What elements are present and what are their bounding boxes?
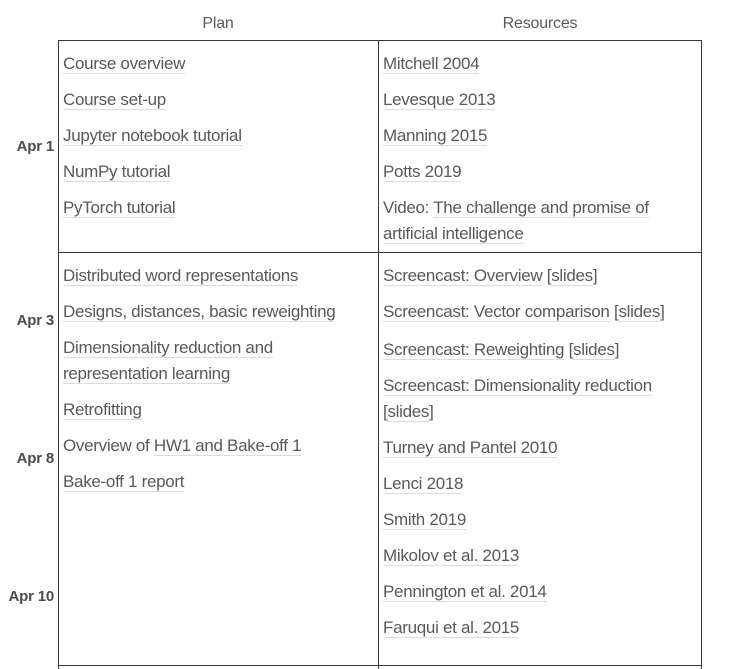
schedule-table: Plan Resources Apr 1 Course overview Cour… [0, 0, 702, 669]
schedule-link[interactable]: The challenge and promise of artificial … [383, 198, 649, 244]
plan-cell-next-row [58, 665, 378, 669]
schedule-item: Video: The challenge and promise of arti… [383, 195, 695, 247]
date-gutter: Apr 3 Apr 8 Apr 10 [0, 252, 58, 665]
column-header-plan: Plan [202, 14, 234, 32]
schedule-item: Manning 2015 [383, 123, 695, 149]
schedule-item: PyTorch tutorial [63, 195, 372, 221]
schedule-item: Turney and Pantel 2010 [383, 435, 695, 461]
schedule-link[interactable]: Retrofitting [63, 400, 142, 420]
item-text: ] [614, 340, 620, 359]
date-gutter: Apr 1 [0, 40, 58, 252]
schedule-link[interactable]: Jupyter notebook tutorial [63, 126, 242, 146]
schedule-item: Jupyter notebook tutorial [63, 123, 372, 149]
schedule-link[interactable]: Dimensionality reduction and representat… [63, 338, 273, 384]
schedule-item: Lenci 2018 [383, 471, 695, 497]
resources-cell-next-row [378, 665, 702, 669]
schedule-link[interactable]: PyTorch tutorial [63, 198, 176, 218]
column-header-resources: Resources [502, 14, 578, 32]
schedule-item: Designs, distances, basic reweighting [63, 299, 372, 325]
schedule-link[interactable]: Smith 2019 [383, 510, 466, 530]
item-text: [ [564, 340, 574, 359]
schedule-item: Mitchell 2004 [383, 51, 695, 77]
item-text: [ [542, 266, 552, 285]
schedule-item: Mikolov et al. 2013 [383, 543, 695, 569]
schedule-item: Pennington et al. 2014 [383, 579, 695, 605]
schedule-link[interactable]: slides [618, 302, 661, 322]
schedule-item: Overview of HW1 and Bake-off 1 [63, 433, 372, 459]
resources-cell: Mitchell 2004 Levesque 2013 Manning 2015 Po… [378, 40, 702, 252]
date-gutter [0, 665, 58, 669]
item-text: ] [429, 402, 434, 421]
date-label: Apr 10 [8, 587, 55, 605]
schedule-link[interactable]: Levesque 2013 [383, 90, 496, 110]
item-text: ] [660, 302, 665, 321]
schedule-link[interactable]: Designs, distances, basic reweighting [63, 302, 336, 322]
schedule-link[interactable]: slides [387, 402, 430, 422]
schedule-link[interactable]: Screencast: Vector comparison [383, 302, 610, 322]
item-text: [ [383, 402, 388, 421]
schedule-link[interactable]: Pennington et al. 2014 [383, 582, 547, 602]
item-text: ] [592, 266, 598, 285]
schedule-item: NumPy tutorial [63, 159, 372, 185]
schedule-item: Course overview [63, 51, 372, 77]
date-label: Apr 3 [16, 312, 55, 330]
header-gutter [0, 0, 58, 40]
schedule-link[interactable]: Screencast: Overview [383, 266, 543, 286]
schedule-item: Dimensionality reduction and representat… [63, 335, 372, 387]
schedule-link[interactable]: Mitchell 2004 [383, 54, 480, 74]
schedule-item: Screencast: Reweighting [slides] [383, 337, 695, 363]
date-label: Apr 1 [16, 137, 55, 155]
resources-cell: Screencast: Overview [slides] Screencast:… [378, 252, 702, 665]
item-text: Video: [383, 198, 434, 217]
schedule-link[interactable]: NumPy tutorial [63, 162, 171, 182]
schedule-link[interactable]: Potts 2019 [383, 162, 462, 182]
plan-cell: Distributed word representations Designs,… [58, 252, 378, 665]
schedule-item: Potts 2019 [383, 159, 695, 185]
schedule-item: Retrofitting [63, 397, 372, 423]
schedule-item: Screencast: Vector comparison [slides] [383, 299, 695, 325]
schedule-item: Screencast: Dimensionality reduction [sl… [383, 373, 695, 425]
plan-cell: Course overview Course set-up Jupyter note… [58, 40, 378, 252]
schedule-link[interactable]: Bake-off 1 report [63, 472, 185, 492]
schedule-link[interactable]: Screencast: Reweighting [383, 340, 565, 360]
schedule-item: Course set-up [63, 87, 372, 113]
schedule-link[interactable]: Screencast: Dimensionality reduction [383, 376, 652, 396]
schedule-link[interactable]: Course set-up [63, 90, 166, 110]
schedule-link[interactable]: slides [551, 266, 593, 286]
schedule-link[interactable]: Manning 2015 [383, 126, 488, 146]
item-text: [ [609, 302, 619, 321]
schedule-item: Screencast: Overview [slides] [383, 263, 695, 289]
schedule-link[interactable]: Lenci 2018 [383, 474, 464, 494]
date-label: Apr 8 [16, 450, 55, 467]
schedule-link[interactable]: slides [573, 340, 615, 360]
schedule-link[interactable]: HW1 and Bake-off 1 [153, 436, 302, 456]
schedule-link[interactable]: Faruqui et al. 2015 [383, 618, 520, 638]
schedule-item: Bake-off 1 report [63, 469, 372, 495]
schedule-item: Faruqui et al. 2015 [383, 615, 695, 641]
schedule-item: Distributed word representations [63, 263, 372, 289]
schedule-link[interactable]: Distributed word representations [63, 266, 299, 286]
schedule-item: Smith 2019 [383, 507, 695, 533]
schedule-link[interactable]: Course overview [63, 54, 186, 74]
schedule-link[interactable]: Turney and Pantel 2010 [383, 438, 558, 458]
schedule-link[interactable]: Mikolov et al. 2013 [383, 546, 520, 566]
item-text: Overview of [63, 436, 154, 455]
schedule-item: Levesque 2013 [383, 87, 695, 113]
